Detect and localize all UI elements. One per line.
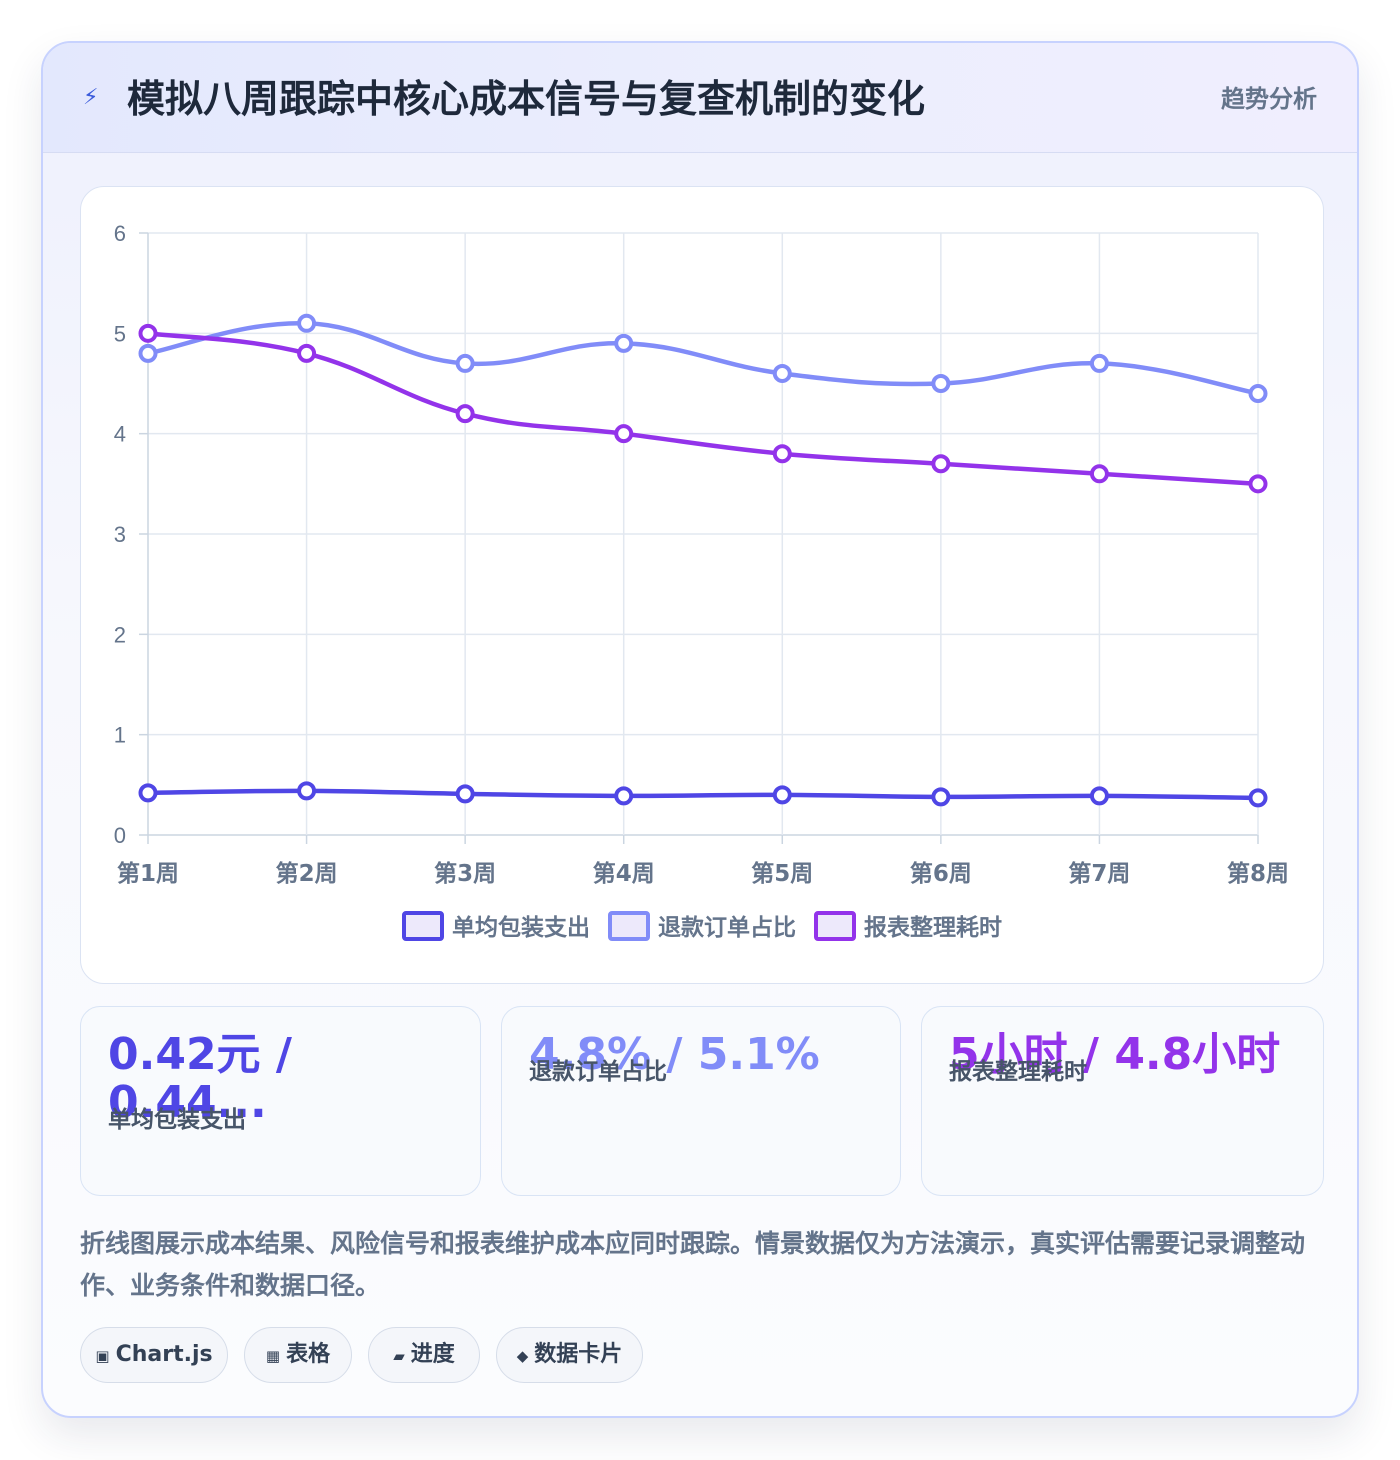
series-line-3 — [147, 331, 1259, 487]
legend-label: 单均包装支出 — [452, 914, 590, 941]
data-point — [455, 353, 475, 373]
chip-label: Chart.js — [115, 1342, 213, 1367]
stat-value: 5小时 / 4.8小时 — [949, 1029, 1281, 1080]
data-point — [138, 343, 158, 363]
data-point — [1248, 474, 1268, 494]
legend-swatch — [608, 911, 650, 941]
table-icon: ▦ — [265, 1347, 281, 1365]
chip-chartjs[interactable]: ▣ Chart.js — [80, 1327, 228, 1383]
data-point — [772, 785, 792, 805]
card-icon: ◆ — [516, 1347, 529, 1365]
y-tick-label: 4 — [114, 422, 126, 447]
data-point — [931, 787, 951, 807]
stat-value: 4.8% / 5.1% — [529, 1029, 820, 1080]
data-point — [297, 313, 317, 333]
legend-swatch — [814, 911, 856, 941]
chip-label: 进度 — [410, 1342, 455, 1367]
x-tick-label: 第6周 — [910, 860, 972, 887]
data-point — [138, 783, 158, 803]
stat-value: 0.42元 / 0.44... — [108, 1029, 292, 1128]
data-point — [138, 323, 158, 343]
page-title: 模拟八周跟踪中核心成本信号与复查机制的变化 — [127, 77, 926, 121]
data-point — [931, 454, 951, 474]
y-tick-label: 2 — [114, 622, 126, 647]
x-tick-label: 第8周 — [1227, 860, 1289, 887]
data-point — [455, 784, 475, 804]
x-tick-label: 第7周 — [1068, 860, 1130, 887]
chart-icon: ▣ — [95, 1347, 110, 1365]
stat-card-refund: 4.8% / 5.1% 退款订单占比 — [501, 1006, 901, 1196]
stat-label: 单均包装支出 — [108, 1107, 246, 1133]
chart-note: 折线图展示成本结果、风险信号和报表维护成本应同时跟踪。情景数据仅为方法演示，真实… — [80, 1229, 1306, 1300]
data-point — [772, 444, 792, 464]
x-tick-label: 第4周 — [593, 860, 655, 887]
series-line-2 — [147, 321, 1259, 396]
chip-label: 数据卡片 — [534, 1342, 623, 1367]
chart-card: ⚡ 模拟八周跟踪中核心成本信号与复查机制的变化 趋势分析 0 1 2 3 4 5 6 第1周 第… — [41, 41, 1359, 1418]
data-point — [1089, 353, 1109, 373]
x-tick-label: 第3周 — [434, 860, 496, 887]
chip-table[interactable]: ▦ 表格 — [244, 1327, 352, 1383]
y-tick-label: 1 — [114, 723, 126, 748]
stat-card-packaging: 0.42元 / 0.44... 单均包装支出 — [80, 1006, 481, 1196]
x-tick-label: 第5周 — [751, 860, 813, 887]
section-tag: 趋势分析 — [1221, 85, 1317, 113]
data-point — [1248, 384, 1268, 404]
data-point — [1089, 786, 1109, 806]
data-point — [614, 786, 634, 806]
data-point — [1248, 788, 1268, 808]
line-chart-panel: 0 1 2 3 4 5 6 第1周 第2周 第3周 第4周 第5周 第6周 第7周 第8周单均包装支出 退款订… — [80, 186, 1324, 984]
legend-label: 报表整理耗时 — [864, 914, 1002, 941]
y-tick-label: 3 — [114, 522, 126, 547]
stat-card-report-time: 5小时 / 4.8小时 报表整理耗时 — [921, 1006, 1324, 1196]
legend-swatch — [402, 911, 444, 941]
x-tick-label: 第2周 — [276, 860, 338, 887]
chip-label: 表格 — [286, 1342, 331, 1367]
lightning-icon: ⚡ — [83, 85, 99, 110]
stat-label: 退款订单占比 — [529, 1059, 667, 1085]
data-point — [297, 781, 317, 801]
y-tick-label: 6 — [114, 221, 126, 246]
data-point — [1089, 464, 1109, 484]
data-point — [772, 363, 792, 383]
series-line-1 — [147, 788, 1259, 801]
data-point — [931, 374, 951, 393]
y-tick-label: 0 — [114, 823, 126, 848]
x-tick-label: 第1周 — [117, 860, 179, 887]
progress-icon: ▰ — [393, 1347, 405, 1365]
data-point — [297, 343, 317, 363]
chip-data-card[interactable]: ◆ 数据卡片 — [496, 1327, 643, 1383]
data-point — [614, 333, 634, 353]
card-header: ⚡ 模拟八周跟踪中核心成本信号与复查机制的变化 趋势分析 — [43, 43, 1357, 153]
chip-progress[interactable]: ▰ 进度 — [368, 1327, 480, 1383]
legend-label: 退款订单占比 — [658, 914, 796, 941]
data-point — [614, 424, 634, 444]
data-point — [455, 404, 475, 424]
stat-label: 报表整理耗时 — [949, 1059, 1087, 1085]
y-tick-label: 5 — [114, 321, 126, 346]
